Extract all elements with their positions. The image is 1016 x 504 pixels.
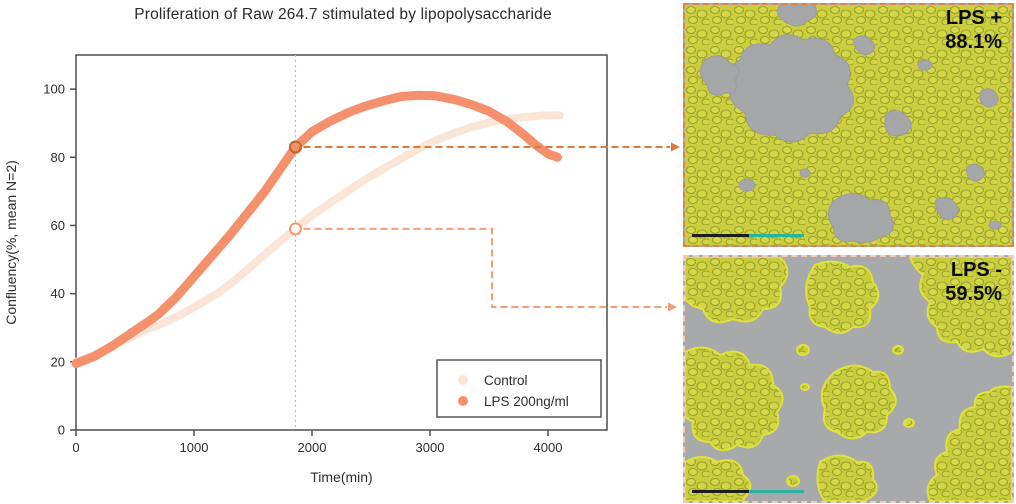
- confluency-value: 59.5%: [945, 283, 1002, 306]
- x-tick-label: 2000: [298, 440, 327, 455]
- micrograph-lps-negative: LPS - 59.5%: [683, 255, 1014, 503]
- cell-colonies: [685, 257, 1012, 501]
- condition-label: LPS -: [950, 259, 1002, 281]
- micrograph-label-lps-negative: LPS - 59.5%: [945, 258, 1002, 307]
- y-axis-label: Confluency(%, mean N=2): [3, 160, 19, 325]
- confluency-value: 88.1%: [945, 31, 1002, 54]
- arrow-to-lps-positive-head: [671, 142, 680, 152]
- scale-bar-black: [692, 234, 749, 237]
- legend-box: [436, 359, 602, 418]
- series-control: [72, 111, 564, 366]
- legend-label-lps: LPS 200ng/ml: [484, 394, 569, 409]
- marker-control-point: [288, 222, 302, 236]
- legend-dot-control: [458, 375, 468, 385]
- legend-label-control: Control: [484, 373, 528, 388]
- x-axis-label: Time(min): [310, 469, 372, 485]
- legend: Control LPS 200ng/ml: [436, 359, 602, 418]
- series-lps: [71, 90, 562, 369]
- micrograph-label-lps-positive: LPS + 88.1%: [945, 6, 1002, 55]
- chart-title: Proliferation of Raw 264.7 stimulated by…: [134, 6, 552, 23]
- micrograph-image-lps-positive: [685, 5, 1012, 245]
- scale-bar-black: [692, 490, 749, 493]
- scale-bar-teal: [749, 490, 804, 493]
- x-tick-label: 0: [72, 440, 79, 455]
- micrograph-image-lps-negative: [685, 257, 1012, 501]
- x-tick-label: 1000: [180, 440, 209, 455]
- y-tick-label: 100: [43, 82, 65, 97]
- uncovered-gray-regions: [700, 5, 1002, 243]
- x-tick-label: 3000: [416, 440, 445, 455]
- arrow-to-lps-negative-head: [668, 302, 677, 312]
- micrograph-lps-positive: LPS + 88.1%: [683, 3, 1014, 247]
- legend-dot-lps: [458, 396, 468, 406]
- arrow-to-lps-negative: [303, 227, 667, 308]
- y-tick-label: 20: [51, 354, 65, 369]
- marker-lps-point: [288, 140, 303, 154]
- x-tick-label: 4000: [534, 440, 563, 455]
- condition-label: LPS +: [945, 7, 1002, 29]
- y-tick-label: 40: [51, 286, 65, 301]
- y-tick-label: 80: [51, 150, 65, 165]
- y-tick-label: 0: [58, 423, 65, 438]
- scale-bar-teal: [749, 234, 804, 237]
- y-tick-label: 60: [51, 218, 65, 233]
